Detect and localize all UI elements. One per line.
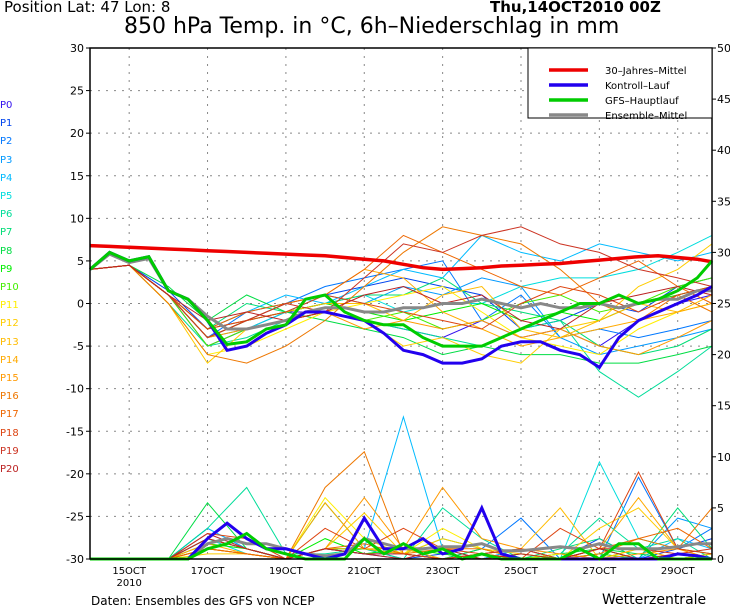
legend-label: Kontroll–Lauf xyxy=(605,81,670,92)
member-label-P17: P17 xyxy=(0,409,19,421)
legend-box xyxy=(527,47,713,119)
left-axis-tick-label: -30 xyxy=(66,553,84,566)
legend-label: Ensemble–Mittel xyxy=(605,111,687,122)
position-label: Position Lat: 47 Lon: 8 xyxy=(4,0,171,16)
right-axis-tick-label: 45 xyxy=(717,93,730,106)
right-axis-tick-label: 10 xyxy=(717,451,730,464)
member-label-P19: P19 xyxy=(0,445,19,457)
member-label-P10: P10 xyxy=(0,282,19,294)
gfs-temp-line xyxy=(89,250,714,348)
member-label-P13: P13 xyxy=(0,336,19,348)
right-axis-tick-label: 35 xyxy=(717,195,730,208)
x-axis-tick-label: 21OCT xyxy=(347,566,382,577)
member-label-P3: P3 xyxy=(0,154,13,166)
x-axis-tick-label: 29OCT xyxy=(661,566,696,577)
left-axis-tick-label: 25 xyxy=(70,85,84,98)
x-axis-tick-label: 25OCT xyxy=(504,566,539,577)
right-axis-tick-label: 5 xyxy=(717,502,724,515)
right-axis-tick-label: 40 xyxy=(717,144,730,157)
member-temp-line-P20 xyxy=(89,264,713,330)
chart-title: 850 hPa Temp. in °C, 6h–Niederschlag in … xyxy=(124,14,620,39)
member-label-P18: P18 xyxy=(0,427,19,439)
member-label-P7: P7 xyxy=(0,227,13,239)
member-label-P20: P20 xyxy=(0,464,19,476)
left-axis-tick-label: 30 xyxy=(70,42,84,55)
member-labels: P0 P1 P2 P3 P4 P5 P6 P7 P8 P9 P10 P11 P12 P13 P14 P15 P1… xyxy=(0,97,19,479)
member-label-P11: P11 xyxy=(0,300,19,312)
legend-label: GFS–Hauptlauf xyxy=(605,96,679,107)
member-temp-line-P8 xyxy=(89,264,713,364)
member-label-P4: P4 xyxy=(0,172,13,184)
member-label-P12: P12 xyxy=(0,318,19,330)
left-axis-tick-label: 5 xyxy=(77,255,84,268)
plot-frame xyxy=(89,47,713,560)
right-axis-tick-label: 20 xyxy=(717,349,730,362)
x-axis-tick-label: 19OCT xyxy=(269,566,304,577)
x-axis-year-label: 2010 xyxy=(116,578,141,589)
member-label-P1: P1 xyxy=(0,118,13,130)
x-axis-tick-label: 15OCT xyxy=(112,566,147,577)
gfs-precip-line xyxy=(90,531,712,561)
member-label-P15: P15 xyxy=(0,373,19,385)
member-label-P5: P5 xyxy=(0,191,13,203)
member-temp-line-P6 xyxy=(89,264,713,398)
climate-mean-line xyxy=(89,243,713,272)
x-axis-tick-label: 23OCT xyxy=(426,566,461,577)
left-axis-tick-label: -25 xyxy=(66,510,84,523)
right-axis-tick-label: 30 xyxy=(717,246,730,259)
left-axis-tick-label: -15 xyxy=(66,425,84,438)
run-date: Thu,14OCT2010 00Z xyxy=(490,0,661,16)
right-axis-tick-label: 25 xyxy=(717,298,730,311)
right-axis-tick-label: 50 xyxy=(717,42,730,55)
left-axis-tick-label: 0 xyxy=(77,298,84,311)
left-axis-tick-label: -20 xyxy=(66,468,84,481)
left-axis-tick-label: 10 xyxy=(70,212,84,225)
data-source: Daten: Ensembles des GFS von NCEP xyxy=(91,594,315,608)
member-label-P2: P2 xyxy=(0,136,13,148)
legend-label: 30–Jahres–Mittel xyxy=(605,66,687,77)
x-axis-tick-label: 17OCT xyxy=(191,566,226,577)
brand-label: Wetterzentrale xyxy=(602,592,707,608)
left-axis-tick-label: -5 xyxy=(73,340,84,353)
left-axis-tick-label: -10 xyxy=(66,383,84,396)
left-axis-tick-label: 20 xyxy=(70,127,84,140)
member-label-P8: P8 xyxy=(0,245,13,257)
right-axis-tick-label: 0 xyxy=(717,553,724,566)
member-label-P14: P14 xyxy=(0,354,19,366)
member-label-P9: P9 xyxy=(0,263,13,275)
right-axis-tick-label: 15 xyxy=(717,400,730,413)
member-label-P6: P6 xyxy=(0,209,13,221)
left-axis-tick-label: 15 xyxy=(70,170,84,183)
member-label-P16: P16 xyxy=(0,391,19,403)
x-axis-tick-label: 27OCT xyxy=(583,566,618,577)
member-label-P0: P0 xyxy=(0,100,13,111)
member-temp-line-P16 xyxy=(89,226,713,364)
